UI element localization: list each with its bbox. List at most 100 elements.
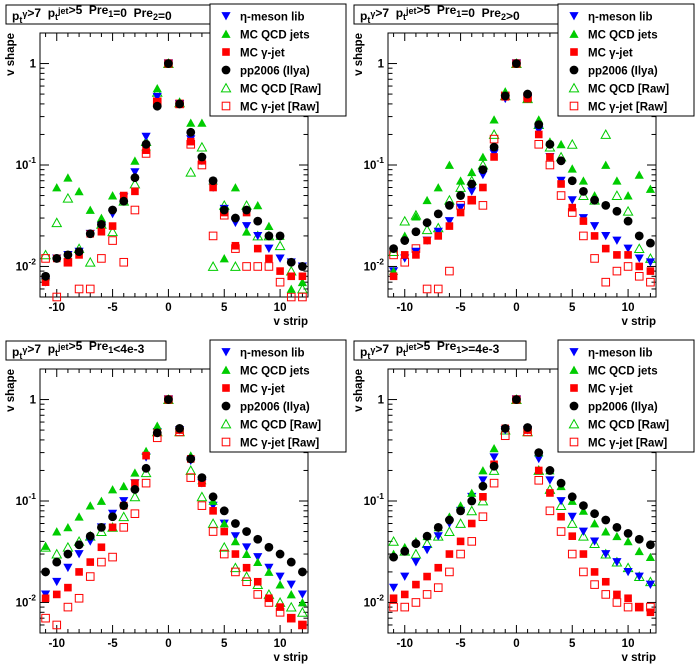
legend-marker-tri-up: [569, 29, 579, 38]
data-point: [41, 254, 50, 263]
data-point: [568, 203, 577, 212]
data-point: [41, 278, 50, 286]
data-point: [86, 558, 95, 566]
data-point: [456, 191, 465, 200]
data-point: [85, 229, 95, 239]
data-point: [445, 222, 454, 230]
data-point: [556, 156, 566, 166]
data-point: [130, 468, 140, 477]
data-point: [612, 558, 622, 567]
x-tick-label: -5: [455, 302, 466, 314]
data-point: [546, 489, 554, 497]
data-point: [612, 598, 622, 607]
data-point: [108, 512, 117, 522]
data-point: [613, 251, 621, 259]
data-point: [253, 262, 263, 271]
data-point: [219, 254, 229, 263]
legend-label: MC QCD jets: [240, 366, 310, 378]
data-point: [601, 160, 611, 169]
data-point: [286, 590, 296, 599]
data-point: [634, 231, 644, 241]
data-point: [141, 132, 151, 142]
x-tick-label: 10: [274, 638, 287, 650]
data-point: [601, 277, 611, 287]
legend-label: MC QCD [Raw]: [588, 84, 669, 96]
data-point: [489, 142, 499, 152]
data-point: [555, 500, 567, 511]
data-point: [130, 485, 140, 494]
data-point: [567, 549, 577, 559]
data-point: [444, 217, 455, 226]
data-point: [130, 509, 140, 518]
legend-label: MC γ-jet [Raw]: [588, 438, 667, 450]
legend-marker-square-open: [569, 101, 579, 111]
data-point: [400, 546, 410, 556]
legend-label: pp2006 (Ilya): [588, 66, 658, 78]
data-point: [185, 166, 197, 177]
data-point: [412, 580, 420, 589]
x-tick-label: 5: [569, 638, 576, 650]
data-point: [253, 590, 263, 599]
y-tick-label: 1: [30, 395, 37, 407]
data-point: [635, 262, 644, 271]
data-point: [241, 543, 252, 552]
data-point: [264, 221, 274, 230]
data-point: [41, 613, 50, 623]
legend-marker-circle: [569, 65, 579, 75]
data-point: [534, 130, 543, 139]
data-point: [577, 190, 589, 200]
data-point: [601, 515, 611, 525]
data-point: [108, 236, 117, 245]
data-point: [153, 97, 162, 106]
data-point: [477, 495, 489, 506]
data-point: [512, 59, 521, 68]
data-point: [445, 515, 454, 525]
data-point: [590, 254, 599, 263]
data-point: [534, 448, 544, 457]
data-point: [242, 527, 251, 536]
data-point: [579, 567, 588, 577]
data-point: [589, 538, 601, 549]
data-point: [634, 254, 644, 263]
data-point: [399, 215, 411, 226]
legend-label: η-meson lib: [240, 348, 305, 360]
x-tick-label: 0: [165, 638, 171, 650]
data-point: [478, 466, 488, 475]
data-point: [601, 550, 611, 559]
data-point: [286, 292, 296, 302]
legend-label: MC QCD jets: [240, 30, 310, 42]
data-point: [612, 206, 622, 216]
data-point: [63, 250, 73, 260]
data-point: [567, 492, 577, 502]
data-point: [545, 476, 555, 485]
data-point: [219, 506, 229, 516]
x-tick-label: 10: [622, 638, 635, 650]
data-point: [97, 522, 106, 532]
data-point: [433, 522, 443, 532]
data-point: [612, 266, 622, 276]
data-point: [230, 537, 241, 546]
data-point: [275, 572, 285, 581]
data-point: [633, 243, 645, 254]
data-point: [556, 527, 566, 536]
data-point: [646, 267, 655, 275]
legend-label: η-meson lib: [240, 12, 305, 24]
data-point: [275, 231, 285, 241]
data-point: [634, 546, 644, 556]
data-point: [253, 232, 263, 241]
data-point: [445, 266, 454, 276]
legend-label: pp2006 (Ilya): [240, 402, 310, 414]
data-point: [208, 492, 218, 502]
title-box: [5, 340, 167, 361]
legend-marker-tri-up-open: [220, 418, 232, 429]
data-point: [63, 602, 73, 612]
data-point: [456, 549, 465, 559]
data-point: [578, 176, 589, 185]
data-point: [119, 481, 129, 491]
legend-box: [557, 339, 695, 453]
data-point: [545, 466, 555, 475]
x-tick-label: -10: [396, 302, 413, 314]
data-point: [478, 201, 488, 210]
data-point: [97, 557, 106, 567]
data-point: [455, 176, 466, 185]
